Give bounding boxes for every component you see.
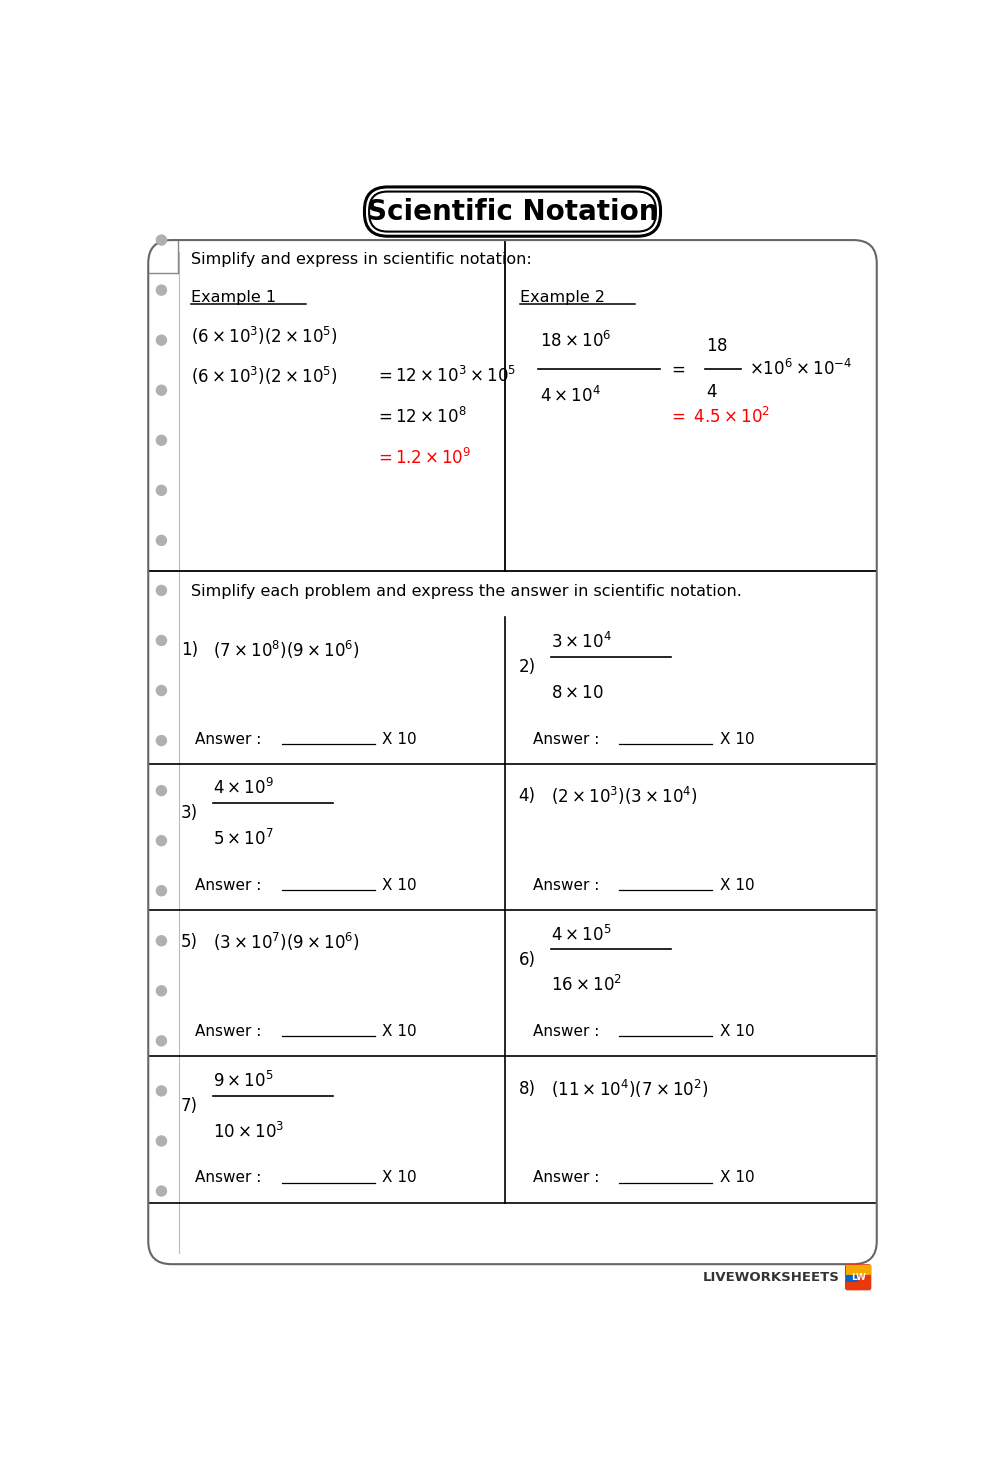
Text: $= \ 4.5\times10^{2}$: $= \ 4.5\times10^{2}$ — [668, 407, 770, 427]
Circle shape — [156, 285, 166, 295]
Circle shape — [156, 235, 166, 245]
Text: Answer :: Answer : — [533, 1025, 599, 1039]
FancyBboxPatch shape — [148, 241, 877, 1264]
Text: LW: LW — [851, 1273, 866, 1282]
Text: 5): 5) — [181, 934, 198, 951]
Text: $=$: $=$ — [668, 360, 685, 377]
Circle shape — [156, 735, 166, 746]
Text: X 10: X 10 — [382, 1025, 417, 1039]
Text: $8\times10$: $8\times10$ — [551, 684, 604, 702]
Circle shape — [156, 486, 166, 495]
Bar — [846, 1274, 858, 1282]
Circle shape — [156, 436, 166, 445]
Text: X 10: X 10 — [382, 731, 417, 747]
Text: $(2\times10^{3})(3\times10^{4})$: $(2\times10^{3})(3\times10^{4})$ — [551, 785, 698, 807]
Text: Answer :: Answer : — [533, 731, 599, 747]
Text: LIVEWORKSHEETS: LIVEWORKSHEETS — [703, 1271, 840, 1283]
Circle shape — [156, 1086, 166, 1097]
Text: $(6\times10^{3})(2\times10^{5})$: $(6\times10^{3})(2\times10^{5})$ — [191, 366, 338, 388]
Text: Answer :: Answer : — [533, 1170, 599, 1186]
Text: 8): 8) — [519, 1079, 536, 1098]
Text: Answer :: Answer : — [195, 1170, 261, 1186]
Text: $18$: $18$ — [706, 336, 728, 355]
FancyBboxPatch shape — [369, 191, 656, 232]
Circle shape — [156, 1136, 166, 1147]
Text: $(6\times10^{3})(2\times10^{5})$: $(6\times10^{3})(2\times10^{5})$ — [191, 326, 338, 348]
Text: Example 2: Example 2 — [520, 291, 605, 305]
Circle shape — [156, 636, 166, 646]
Text: Answer :: Answer : — [533, 878, 599, 893]
Text: 2): 2) — [519, 658, 536, 677]
Circle shape — [156, 986, 166, 995]
Text: X 10: X 10 — [720, 1025, 755, 1039]
Text: X 10: X 10 — [382, 878, 417, 893]
Text: X 10: X 10 — [382, 1170, 417, 1186]
Text: $= 12\times10^{3}\times10^{5}$: $= 12\times10^{3}\times10^{5}$ — [375, 367, 517, 386]
Text: $10\times10^{3}$: $10\times10^{3}$ — [213, 1122, 285, 1142]
Text: $5\times10^{7}$: $5\times10^{7}$ — [213, 829, 274, 849]
Text: 3): 3) — [181, 804, 198, 822]
Circle shape — [156, 385, 166, 395]
Text: Example 1: Example 1 — [191, 291, 276, 305]
Text: 4): 4) — [519, 787, 536, 804]
Text: $= 12\times10^{8}$: $= 12\times10^{8}$ — [375, 407, 467, 427]
Text: $= 1.2\times10^{9}$: $= 1.2\times10^{9}$ — [375, 448, 472, 468]
Text: 6): 6) — [519, 951, 536, 969]
Text: Answer :: Answer : — [195, 731, 261, 747]
Text: Answer :: Answer : — [195, 878, 261, 893]
Bar — [846, 1265, 871, 1274]
Text: $(3\times10^{7})(9\times10^{6})$: $(3\times10^{7})(9\times10^{6})$ — [213, 931, 360, 953]
Circle shape — [156, 586, 166, 596]
Text: $(11\times10^{4})(7\times10^{2})$: $(11\times10^{4})(7\times10^{2})$ — [551, 1078, 709, 1100]
FancyBboxPatch shape — [845, 1264, 871, 1290]
Circle shape — [156, 1186, 166, 1196]
Text: $18\times10^{6}$: $18\times10^{6}$ — [540, 330, 611, 351]
Circle shape — [156, 935, 166, 945]
FancyBboxPatch shape — [364, 186, 661, 236]
Text: Simplify and express in scientific notation:: Simplify and express in scientific notat… — [191, 252, 532, 267]
Text: $\times10^{6}\times10^{-4}$: $\times10^{6}\times10^{-4}$ — [749, 358, 852, 379]
Circle shape — [156, 1036, 166, 1045]
Text: Simplify each problem and express the answer in scientific notation.: Simplify each problem and express the an… — [191, 584, 742, 599]
Text: $(7\times10^{8})(9\times10^{6})$: $(7\times10^{8})(9\times10^{6})$ — [213, 639, 360, 661]
Text: $9\times10^{5}$: $9\times10^{5}$ — [213, 1070, 274, 1091]
Text: Answer :: Answer : — [195, 1025, 261, 1039]
Text: $4\times10^{9}$: $4\times10^{9}$ — [213, 778, 274, 799]
Circle shape — [156, 536, 166, 546]
Text: $4\times10^{4}$: $4\times10^{4}$ — [540, 386, 601, 407]
Circle shape — [156, 785, 166, 796]
Text: X 10: X 10 — [720, 731, 755, 747]
Text: $4$: $4$ — [706, 383, 718, 401]
Text: $3\times10^{4}$: $3\times10^{4}$ — [551, 631, 612, 652]
Text: $16\times10^{2}$: $16\times10^{2}$ — [551, 975, 622, 995]
Text: X 10: X 10 — [720, 1170, 755, 1186]
Text: Scientific Notation: Scientific Notation — [367, 198, 658, 226]
Circle shape — [156, 335, 166, 345]
Circle shape — [156, 686, 166, 696]
Text: X 10: X 10 — [720, 878, 755, 893]
Text: 1): 1) — [181, 640, 198, 659]
Text: $4\times10^{5}$: $4\times10^{5}$ — [551, 925, 612, 945]
Circle shape — [156, 835, 166, 846]
Circle shape — [156, 885, 166, 895]
Text: 7): 7) — [181, 1097, 198, 1114]
